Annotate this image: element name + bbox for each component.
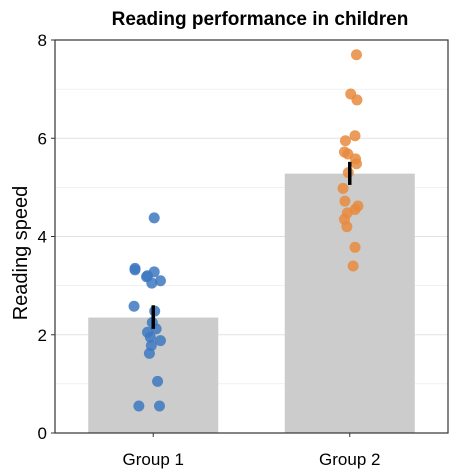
- data-point: [129, 264, 141, 276]
- data-point: [143, 347, 155, 359]
- data-point: [152, 375, 164, 387]
- data-point: [153, 400, 165, 412]
- y-tick-label: 0: [38, 424, 47, 443]
- data-point: [154, 335, 166, 347]
- data-point: [133, 400, 145, 412]
- data-point: [350, 49, 362, 61]
- data-point: [341, 221, 353, 233]
- data-point: [349, 130, 361, 142]
- x-tick-label: Group 1: [123, 450, 184, 469]
- data-point: [144, 331, 156, 343]
- data-point: [337, 182, 349, 194]
- data-point: [350, 158, 362, 170]
- y-axis-label: Reading speed: [10, 186, 32, 321]
- data-point: [339, 195, 351, 207]
- data-point: [351, 94, 363, 106]
- x-tick-label: Group 2: [319, 450, 380, 469]
- data-point: [347, 260, 359, 272]
- data-point: [154, 275, 166, 287]
- y-tick-label: 4: [38, 228, 47, 247]
- data-point: [146, 277, 158, 289]
- error-layer: [151, 161, 352, 329]
- data-point: [148, 212, 160, 224]
- data-point: [349, 241, 361, 253]
- y-tick-label: 6: [38, 129, 47, 148]
- y-tick-label: 2: [38, 326, 47, 345]
- point-layer: [128, 49, 364, 412]
- data-point: [339, 135, 351, 147]
- y-tick-label: 8: [38, 31, 47, 50]
- tick-layer: 0 2 4 6 8 Group 1 Group 2: [38, 31, 381, 469]
- chart-title: Reading performance in children: [112, 9, 409, 30]
- data-point: [128, 300, 140, 312]
